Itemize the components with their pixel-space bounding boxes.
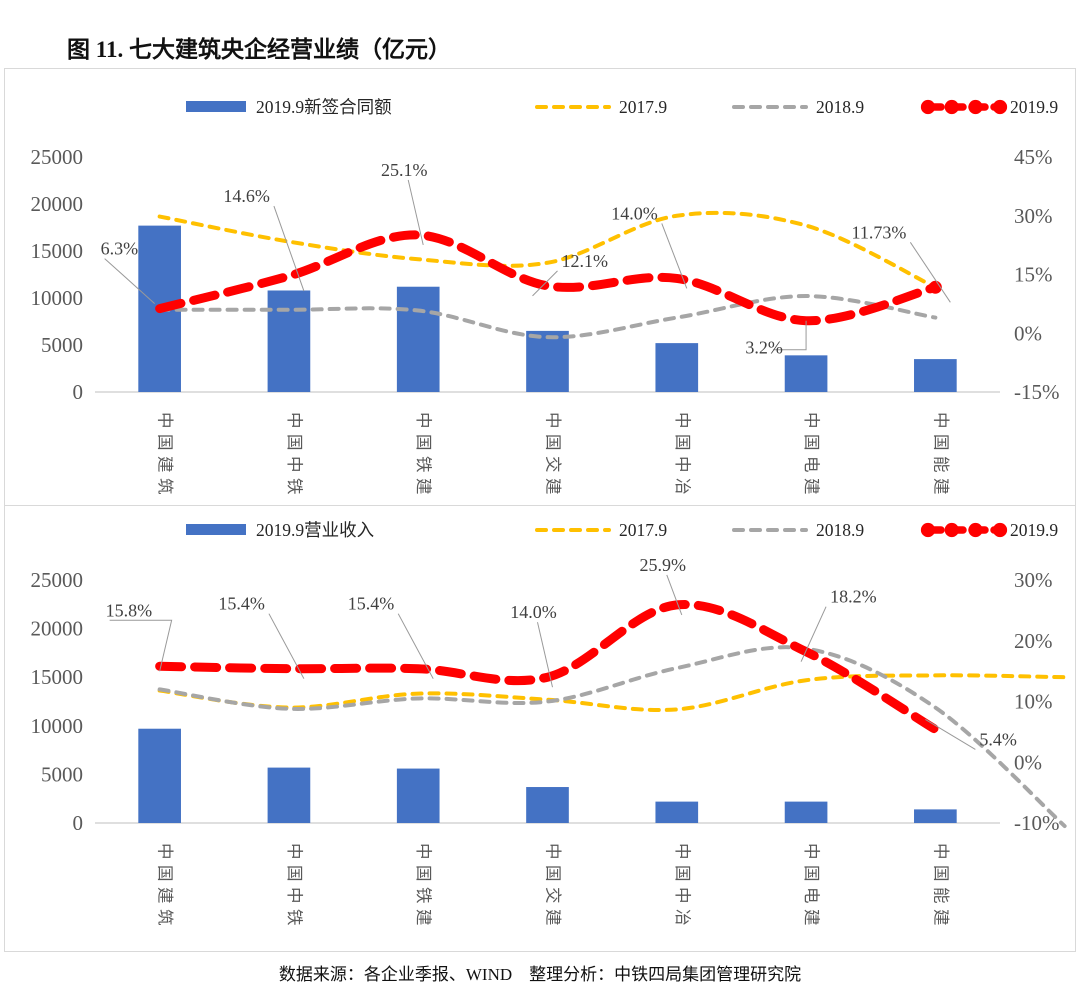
svg-text:15000: 15000 (31, 665, 84, 689)
svg-text:中国建筑: 中国建筑 (156, 412, 175, 500)
svg-text:中国建筑: 中国建筑 (156, 843, 175, 931)
svg-text:5000: 5000 (41, 762, 83, 786)
svg-text:25000: 25000 (31, 145, 84, 169)
svg-text:20%: 20% (1014, 629, 1053, 653)
svg-text:中国能建: 中国能建 (931, 412, 950, 500)
svg-text:中国中铁: 中国中铁 (285, 412, 304, 500)
svg-text:中国中冶: 中国中冶 (673, 412, 692, 500)
svg-text:5.4%: 5.4% (979, 729, 1017, 749)
svg-text:5000: 5000 (41, 333, 83, 357)
svg-text:14.0%: 14.0% (611, 203, 658, 223)
svg-text:14.6%: 14.6% (223, 186, 270, 206)
svg-text:25.1%: 25.1% (381, 160, 428, 180)
svg-text:中国铁建: 中国铁建 (414, 412, 433, 500)
svg-text:20000: 20000 (31, 192, 84, 216)
svg-text:中国电建: 中国电建 (802, 843, 821, 931)
svg-text:中国中冶: 中国中冶 (673, 843, 692, 931)
svg-text:25000: 25000 (31, 568, 84, 592)
svg-text:6.3%: 6.3% (101, 239, 138, 259)
svg-text:0: 0 (73, 811, 84, 835)
svg-text:0: 0 (73, 380, 84, 404)
svg-text:中国能建: 中国能建 (931, 843, 950, 931)
svg-text:2018.9: 2018.9 (816, 97, 864, 117)
svg-text:2018.9: 2018.9 (816, 520, 864, 540)
svg-text:2019.9营业收入: 2019.9营业收入 (256, 520, 374, 540)
svg-text:12.1%: 12.1% (562, 251, 609, 271)
svg-text:2019.9: 2019.9 (1010, 520, 1058, 540)
svg-text:2017.9: 2017.9 (619, 520, 667, 540)
svg-text:2019.9新签合同额: 2019.9新签合同额 (256, 97, 392, 117)
svg-text:10000: 10000 (31, 286, 84, 310)
svg-text:中国电建: 中国电建 (802, 412, 821, 500)
svg-text:中国铁建: 中国铁建 (414, 843, 433, 931)
svg-text:15.4%: 15.4% (218, 594, 265, 614)
svg-text:15.4%: 15.4% (348, 594, 395, 614)
svg-text:中国交建: 中国交建 (544, 412, 563, 500)
svg-text:10000: 10000 (31, 714, 84, 738)
svg-text:15000: 15000 (31, 239, 84, 263)
svg-text:11.73%: 11.73% (852, 222, 907, 242)
svg-text:20000: 20000 (31, 617, 84, 641)
svg-text:-15%: -15% (1014, 380, 1060, 404)
svg-text:2019.9: 2019.9 (1010, 97, 1058, 117)
svg-text:0%: 0% (1014, 321, 1042, 345)
svg-text:45%: 45% (1014, 145, 1053, 169)
svg-text:中国中铁: 中国中铁 (285, 843, 304, 931)
svg-text:14.0%: 14.0% (510, 602, 557, 622)
svg-text:30%: 30% (1014, 568, 1053, 592)
svg-text:15.8%: 15.8% (106, 600, 152, 620)
svg-text:0%: 0% (1014, 750, 1042, 774)
svg-text:2017.9: 2017.9 (619, 97, 667, 117)
svg-text:25.9%: 25.9% (640, 555, 687, 575)
svg-text:30%: 30% (1014, 204, 1053, 228)
svg-text:15%: 15% (1014, 263, 1053, 287)
svg-text:18.2%: 18.2% (830, 587, 877, 607)
svg-text:中国交建: 中国交建 (544, 843, 563, 931)
svg-text:3.2%: 3.2% (745, 338, 783, 358)
svg-text:10%: 10% (1014, 690, 1053, 714)
